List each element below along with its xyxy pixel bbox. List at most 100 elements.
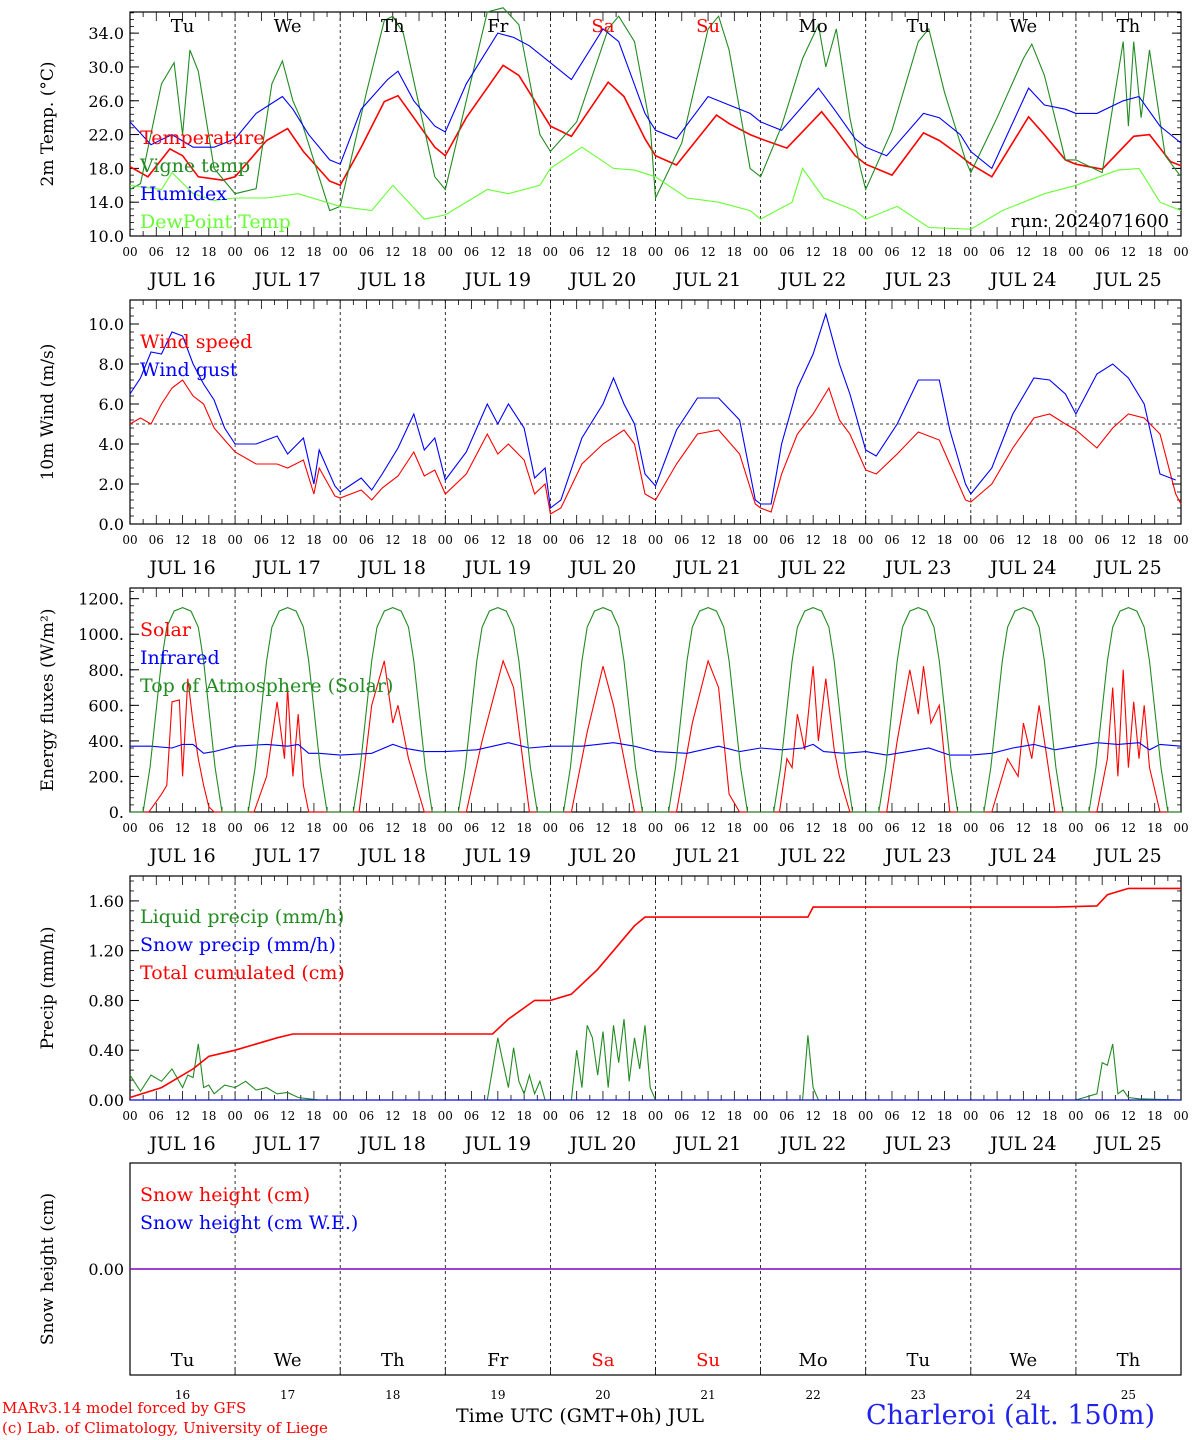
hour-tick-label: 12 xyxy=(700,245,715,259)
hour-tick-label: 18 xyxy=(516,533,531,547)
hour-tick-label: 00 xyxy=(858,821,873,835)
hour-tick-label: 18 xyxy=(1147,1109,1162,1123)
hour-tick-label: 12 xyxy=(806,533,821,547)
y-tick-label: 2.0 xyxy=(99,475,124,494)
footer-lab-credit: (c) Lab. of Climatology, University of L… xyxy=(2,1419,328,1437)
day-tick-label: JUL 17 xyxy=(252,557,320,579)
hour-tick-label: 12 xyxy=(911,245,926,259)
hour-tick-label: 18 xyxy=(1042,533,1057,547)
hour-tick-label: 00 xyxy=(1068,821,1083,835)
panel-frame xyxy=(129,587,1182,813)
day-tick-label: JUL 23 xyxy=(883,845,951,867)
hour-tick-label: 12 xyxy=(175,533,190,547)
hour-tick-label: 18 xyxy=(832,533,847,547)
panel-1: 00 06 12 18 JUL 16 00 06 12 18 JUL 17 00 06 12 18 JUL … xyxy=(38,7,1189,291)
hour-tick-label: 00 xyxy=(753,245,768,259)
day-tick-label: JUL 24 xyxy=(988,557,1056,579)
weekday-label: Su xyxy=(696,16,720,37)
hour-tick-label: 18 xyxy=(727,245,742,259)
hour-tick-label: 18 xyxy=(516,245,531,259)
hour-tick-label: 12 xyxy=(490,1109,505,1123)
legend-entry: Vigne temp xyxy=(139,155,250,177)
hour-tick-label: 18 xyxy=(727,533,742,547)
hour-tick-label: 00 xyxy=(543,533,558,547)
hour-tick-label: 06 xyxy=(149,1109,164,1123)
day-number-label: 17 xyxy=(280,1388,295,1402)
day-number-label: 25 xyxy=(1121,1388,1136,1402)
hour-tick-label: 06 xyxy=(674,821,689,835)
day-tick-label: JUL 20 xyxy=(568,845,636,867)
day-tick-label: JUL 25 xyxy=(1093,845,1161,867)
hour-tick-label: 18 xyxy=(411,245,426,259)
weekday-label: Tu xyxy=(906,1350,930,1371)
hour-tick-label: 00 xyxy=(1068,533,1083,547)
hour-tick-label: 18 xyxy=(622,1109,637,1123)
hour-tick-label: 06 xyxy=(884,821,899,835)
series-line-dewpoint-temp xyxy=(129,146,1182,230)
y-tick-label: 400. xyxy=(88,732,124,751)
hour-tick-label: 18 xyxy=(411,1109,426,1123)
hour-tick-label: 18 xyxy=(937,533,952,547)
y-tick-label: 0.80 xyxy=(88,991,124,1010)
day-tick-label: JUL 21 xyxy=(673,269,741,291)
hour-tick-label: 00 xyxy=(543,1109,558,1123)
y-tick-label: 200. xyxy=(88,767,124,786)
legend-entry: Snow height (cm W.E.) xyxy=(140,1212,358,1234)
hour-tick-label: 18 xyxy=(411,533,426,547)
y-tick-label: 30.0 xyxy=(88,58,124,77)
weekday-label: Tu xyxy=(171,16,195,37)
hour-tick-label: 00 xyxy=(438,821,453,835)
series-line-total-cumulated-cm xyxy=(129,887,1181,1099)
y-tick-label: 1.20 xyxy=(88,942,124,961)
weekday-label: Mo xyxy=(799,1350,828,1371)
hour-tick-label: 06 xyxy=(464,1109,479,1123)
weekday-label: We xyxy=(1010,1350,1038,1371)
legend-entry: Infrared xyxy=(140,647,220,669)
y-tick-label: 34.0 xyxy=(88,24,124,43)
legend-entry: Temperature xyxy=(140,127,264,149)
hour-tick-label: 18 xyxy=(1042,1109,1057,1123)
hour-tick-label: 18 xyxy=(1042,245,1057,259)
hour-tick-label: 00 xyxy=(227,533,242,547)
hour-tick-label: 00 xyxy=(122,1109,137,1123)
hour-tick-label: 12 xyxy=(1016,1109,1031,1123)
hour-tick-label: 12 xyxy=(385,533,400,547)
y-axis-label: 2m Temp. (°C) xyxy=(38,61,58,186)
hour-tick-label: 12 xyxy=(1121,245,1136,259)
day-tick-label: JUL 23 xyxy=(883,557,951,579)
hour-tick-label: 00 xyxy=(1173,1109,1188,1123)
hour-tick-label: 12 xyxy=(1016,245,1031,259)
day-number-label: 19 xyxy=(490,1388,505,1402)
day-tick-label: JUL 16 xyxy=(147,845,215,867)
hour-tick-label: 12 xyxy=(595,821,610,835)
day-tick-label: JUL 23 xyxy=(883,1133,951,1155)
hour-tick-label: 12 xyxy=(280,821,295,835)
y-tick-label: 10.0 xyxy=(88,227,124,246)
hour-tick-label: 18 xyxy=(937,821,952,835)
hour-tick-label: 00 xyxy=(858,245,873,259)
weekday-label: Th xyxy=(1117,16,1141,37)
hour-tick-label: 12 xyxy=(1121,533,1136,547)
hour-tick-label: 18 xyxy=(306,1109,321,1123)
hour-tick-label: 00 xyxy=(333,245,348,259)
hour-tick-label: 18 xyxy=(201,245,216,259)
hour-tick-label: 06 xyxy=(149,245,164,259)
hour-tick-label: 06 xyxy=(464,533,479,547)
hour-tick-label: 00 xyxy=(858,1109,873,1123)
hour-tick-label: 12 xyxy=(175,1109,190,1123)
panel-4: 00 06 12 18 JUL 16 00 06 12 18 JUL 17 00 06 12 18 JUL … xyxy=(38,875,1189,1155)
hour-tick-label: 06 xyxy=(1095,821,1110,835)
day-number-label: 22 xyxy=(806,1388,821,1402)
legend-entry: Wind gust xyxy=(140,359,238,381)
hour-tick-label: 12 xyxy=(700,821,715,835)
hour-tick-label: 12 xyxy=(175,245,190,259)
panel-2: 00 06 12 18 JUL 16 00 06 12 18 JUL 17 00 06 12 18 JUL … xyxy=(38,299,1189,579)
hour-tick-label: 18 xyxy=(1147,533,1162,547)
y-tick-label: 1000. xyxy=(78,625,124,644)
hour-tick-label: 06 xyxy=(674,533,689,547)
day-tick-label: JUL 20 xyxy=(568,557,636,579)
hour-tick-label: 06 xyxy=(569,821,584,835)
hour-tick-label: 12 xyxy=(280,1109,295,1123)
series-line-solar xyxy=(130,659,1181,813)
hour-tick-label: 06 xyxy=(1095,1109,1110,1123)
